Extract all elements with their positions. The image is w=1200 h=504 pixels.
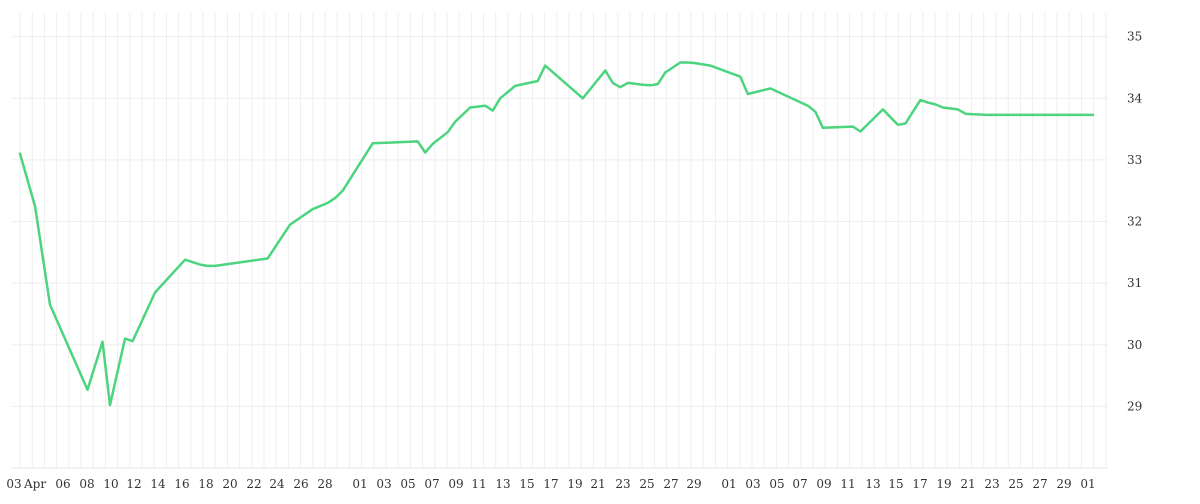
x-tick-label: 14 <box>150 477 166 491</box>
x-tick-label: 03 <box>6 477 21 491</box>
x-tick-label: 11 <box>471 477 486 491</box>
x-tick-label: 12 <box>126 477 141 491</box>
y-tick-label: 30 <box>1127 338 1142 352</box>
y-tick-label: 32 <box>1127 215 1142 229</box>
x-tick-label: 20 <box>222 477 237 491</box>
x-tick-label: 08 <box>79 477 94 491</box>
x-tick-label: 23 <box>615 477 630 491</box>
x-tick-label: 29 <box>1056 477 1071 491</box>
y-tick-label: 34 <box>1127 91 1143 105</box>
x-tick-label: 22 <box>246 477 261 491</box>
x-tick-label: 18 <box>198 477 213 491</box>
x-tick-label: 28 <box>317 477 332 491</box>
series-line <box>18 61 1095 407</box>
x-tick-label: 26 <box>293 477 308 491</box>
y-tick-label: 35 <box>1127 30 1142 44</box>
x-tick-label: 11 <box>840 477 855 491</box>
x-tick-label: 15 <box>888 477 903 491</box>
x-tick-label: 15 <box>519 477 534 491</box>
x-tick-label: 17 <box>543 477 558 491</box>
x-tick-label: 23 <box>984 477 999 491</box>
x-tick-label: 13 <box>865 477 880 491</box>
y-tick-label: 33 <box>1127 153 1142 167</box>
y-axis: 29 30 31 32 33 34 35 <box>1127 30 1143 414</box>
x-tick-label: 09 <box>448 477 463 491</box>
x-tick-label: 07 <box>792 477 807 491</box>
x-tick-label: 09 <box>816 477 831 491</box>
x-tick-label: 06 <box>55 477 70 491</box>
x-tick-label: 10 <box>103 477 118 491</box>
x-tick-label: 03 <box>745 477 760 491</box>
x-tick-label: 25 <box>639 477 654 491</box>
x-tick-label: 01 <box>721 477 736 491</box>
x-tick-label: 21 <box>590 477 605 491</box>
x-tick-label: 01 <box>352 477 367 491</box>
x-tick-label: 13 <box>495 477 510 491</box>
x-tick-label: 03 <box>376 477 391 491</box>
x-axis: 03 Apr 06 08 10 12 14 16 18 20 22 24 26 28 01 03 05 07 09 1… <box>6 477 1095 491</box>
series-layer <box>18 61 1095 407</box>
y-tick-label: 29 <box>1127 399 1142 413</box>
x-tick-label: 17 <box>912 477 927 491</box>
grid <box>12 12 1108 469</box>
x-tick-label: 05 <box>769 477 784 491</box>
x-tick-label: 01 <box>1080 477 1095 491</box>
x-tick-label: 29 <box>686 477 701 491</box>
x-tick-label: Apr <box>23 477 46 491</box>
x-tick-label: 27 <box>1032 477 1047 491</box>
x-tick-label: 19 <box>567 477 582 491</box>
x-tick-label: 07 <box>424 477 439 491</box>
x-tick-label: 24 <box>269 477 285 491</box>
x-tick-label: 21 <box>960 477 975 491</box>
x-tick-label: 16 <box>174 477 189 491</box>
x-tick-label: 19 <box>936 477 951 491</box>
x-tick-label: 27 <box>663 477 678 491</box>
y-tick-label: 31 <box>1127 276 1142 290</box>
x-tick-label: 05 <box>400 477 415 491</box>
x-tick-label: 25 <box>1008 477 1023 491</box>
